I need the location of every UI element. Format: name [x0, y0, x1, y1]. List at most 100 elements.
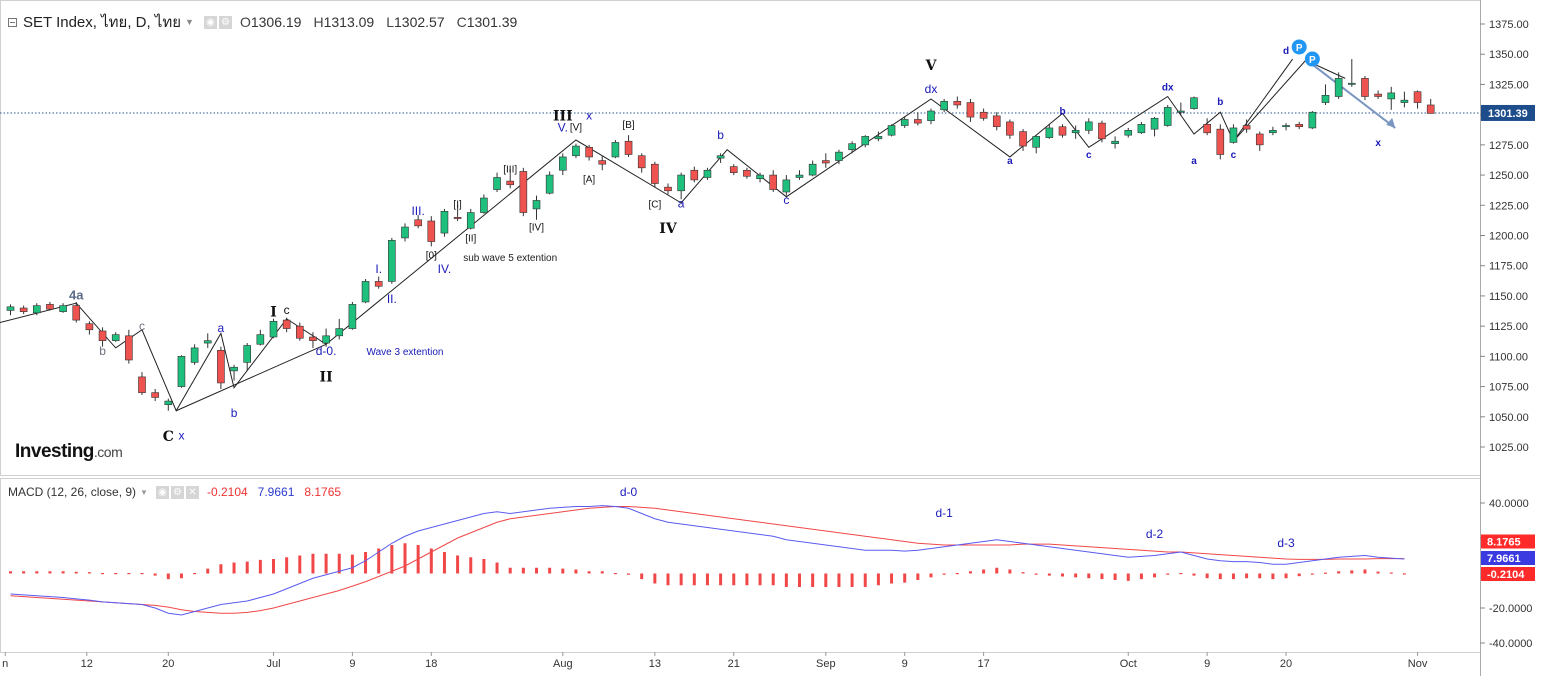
macd-hist-bar: [311, 553, 315, 574]
candle: [138, 372, 146, 396]
macd-hist-bar: [666, 573, 670, 586]
macd-hist-bar: [1350, 570, 1354, 574]
macd-hist-bar: [903, 573, 907, 583]
candle: [190, 344, 199, 365]
symbol-title[interactable]: SET Index, ไทย, D, ไทย: [23, 14, 182, 31]
candle: [1071, 125, 1080, 139]
hist-value-tag-label: -0.2104: [1487, 569, 1525, 581]
candle: [927, 108, 935, 125]
macd-hist-bar: [1087, 573, 1091, 579]
candle-body: [992, 115, 1001, 128]
macd-value-tag: [1481, 551, 1535, 565]
candle: [177, 355, 186, 388]
wave-label: c: [284, 303, 290, 317]
candle-body: [98, 330, 107, 341]
macd-hist-bar: [153, 573, 157, 576]
candle-body: [1282, 125, 1290, 128]
candle: [1032, 135, 1040, 154]
candle-body: [1019, 131, 1027, 147]
candle: [1137, 121, 1146, 134]
macd-hist-bar: [469, 557, 473, 574]
x-axis-label: Jul: [266, 658, 280, 670]
wave-label: c: [1231, 150, 1237, 161]
eye-icon[interactable]: ◉: [203, 15, 217, 29]
candle-body: [900, 119, 909, 126]
macd-signal-value: 8.1765: [304, 485, 342, 499]
macd-hist-bar: [968, 571, 972, 574]
candle: [32, 303, 41, 316]
candle-body: [690, 169, 699, 181]
candle: [966, 98, 975, 122]
candle-body: [716, 155, 725, 159]
price-axis-label: 1200.00: [1489, 231, 1529, 243]
candle: [453, 205, 462, 221]
macd-title[interactable]: MACD (12, 26, close, 9): [8, 485, 137, 499]
chevron-down-icon[interactable]: ▼: [140, 487, 148, 497]
macd-hist-bar: [114, 573, 118, 575]
candle-body: [6, 306, 15, 311]
candle: [1334, 72, 1343, 99]
macd-hist-bar: [1297, 573, 1301, 577]
macd-hist-value: -0.2104: [206, 485, 248, 499]
candle: [808, 160, 817, 177]
candle-body: [493, 177, 501, 190]
candle-body: [1203, 124, 1211, 134]
price-axis-label: 1025.00: [1489, 442, 1529, 454]
candle: [821, 153, 830, 168]
candle: [1058, 124, 1067, 138]
candle-body: [519, 171, 528, 213]
candle-body: [453, 217, 462, 219]
price-axis-label: 1350.00: [1489, 49, 1529, 61]
candle-body: [269, 321, 278, 338]
macd-hist-bar: [916, 573, 920, 580]
macd-hist-bar: [719, 573, 723, 586]
candle-body: [1216, 128, 1225, 155]
wave-label: x: [1375, 138, 1381, 149]
candle: [1361, 75, 1369, 101]
candle-body: [887, 125, 896, 136]
candle: [401, 223, 409, 242]
candle: [979, 108, 988, 121]
collapse-icon[interactable]: [8, 17, 17, 27]
wave-label: 4a: [69, 288, 84, 303]
candle-body: [532, 200, 541, 210]
macd-hist-bar: [101, 573, 105, 575]
chevron-down-icon[interactable]: ▼: [185, 17, 194, 27]
macd-hist-bar: [495, 562, 499, 574]
macd-hist-bar: [245, 561, 249, 574]
x-axis-label: 20: [1280, 658, 1292, 670]
open-value: O1306.19: [239, 14, 302, 30]
macd-hist-bar: [1113, 573, 1117, 580]
macd-hist-bar: [995, 567, 999, 574]
last-price-tag: [1481, 104, 1535, 121]
candle: [256, 329, 265, 346]
candle: [217, 346, 225, 389]
macd-hist-bar: [403, 543, 407, 574]
macd-hist-bar: [942, 573, 946, 575]
x-axis-label: Oct: [1120, 658, 1137, 670]
candle: [46, 301, 54, 311]
candle-body: [59, 305, 67, 312]
close-icon[interactable]: ✕: [185, 485, 199, 499]
eye-icon[interactable]: ◉: [155, 485, 169, 499]
candle-body: [309, 336, 317, 341]
macd-value-tag-label: 7.9661: [1487, 553, 1521, 565]
macd-hist-bar: [285, 557, 289, 574]
candle-body: [598, 160, 607, 165]
macd-hist-bar: [574, 569, 578, 574]
settings-icon[interactable]: ⚙: [170, 485, 184, 499]
candle: [1374, 90, 1382, 99]
candle-body: [335, 328, 344, 337]
candle-body: [32, 305, 41, 314]
candle: [1006, 119, 1014, 139]
macd-hist-bar: [377, 548, 381, 574]
candle-body: [427, 220, 436, 242]
candle: [19, 305, 28, 315]
price-axis-label: 1275.00: [1489, 140, 1529, 152]
settings-icon[interactable]: ⚙: [218, 15, 232, 29]
wave-label: x: [586, 108, 592, 122]
wave-label: [IV]: [529, 223, 544, 234]
candle: [98, 327, 107, 347]
candle: [1282, 123, 1290, 131]
candle: [532, 195, 541, 220]
